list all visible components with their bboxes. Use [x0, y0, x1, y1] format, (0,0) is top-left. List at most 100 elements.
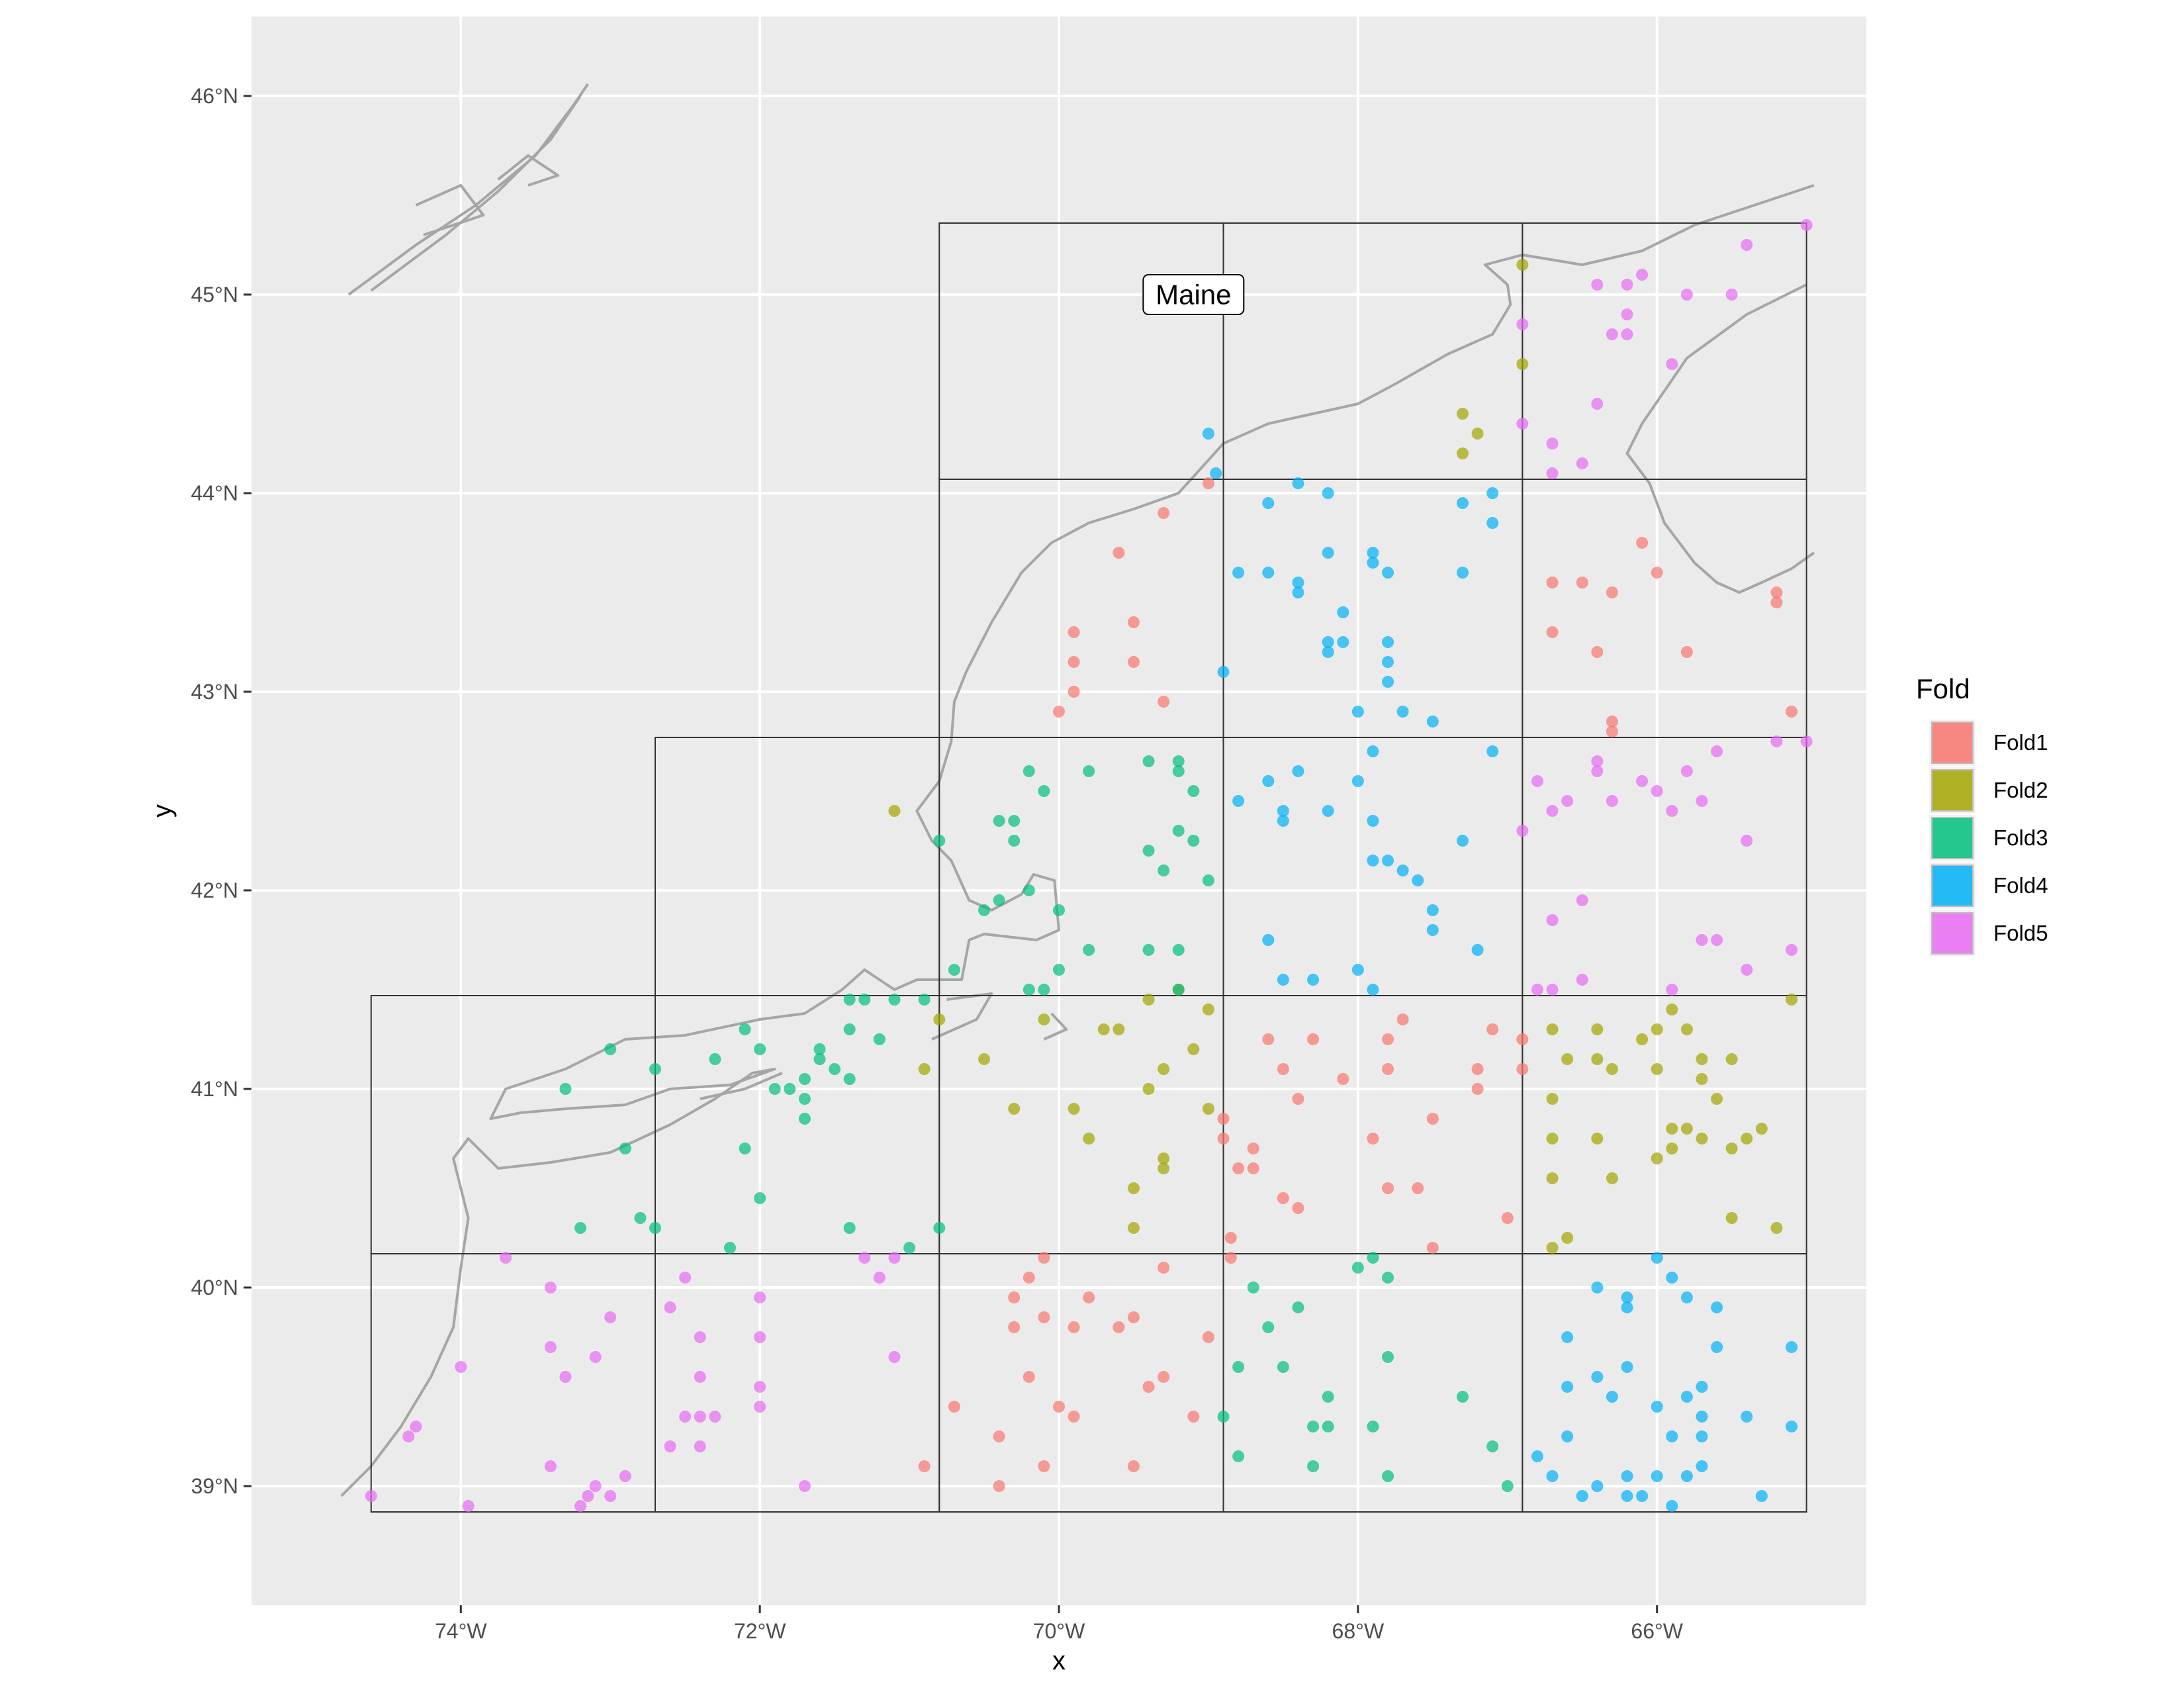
data-point [1486, 1023, 1499, 1035]
data-point [754, 1331, 766, 1343]
data-point [1023, 984, 1035, 996]
data-point [1217, 1411, 1230, 1423]
data-point [1068, 1411, 1080, 1423]
data-point [1680, 1391, 1693, 1403]
data-point [1277, 1063, 1289, 1075]
data-point [1113, 547, 1125, 559]
data-point [1224, 1252, 1237, 1264]
data-point [1621, 279, 1633, 291]
data-point [1696, 1381, 1708, 1393]
data-point [1202, 428, 1214, 440]
y-tick-label: 43°N [191, 680, 239, 704]
data-point [1531, 984, 1543, 996]
data-point [1262, 1033, 1275, 1045]
data-point [1008, 1321, 1021, 1333]
data-point [1068, 626, 1080, 638]
data-point [1038, 785, 1050, 797]
data-point [858, 994, 871, 1006]
data-point [1322, 547, 1334, 559]
data-point [1351, 775, 1364, 787]
data-point [1457, 408, 1469, 420]
spatial-blocks [370, 222, 1807, 1513]
data-point [1711, 745, 1723, 757]
data-point [1426, 1113, 1439, 1125]
data-point [1636, 1033, 1649, 1045]
data-point [1770, 596, 1783, 608]
data-point [1367, 1421, 1379, 1432]
data-point [1337, 636, 1349, 648]
data-point [1680, 1291, 1693, 1303]
data-point [1382, 1470, 1394, 1482]
data-point [1486, 517, 1499, 529]
grid-lines [251, 17, 1866, 1605]
data-point [1501, 1480, 1514, 1492]
data-point [1591, 1023, 1604, 1035]
data-point [1023, 765, 1035, 777]
data-point [1292, 1093, 1304, 1105]
data-point [1651, 1023, 1663, 1035]
data-point [1561, 1430, 1574, 1442]
data-point [1262, 567, 1275, 579]
data-point [1725, 289, 1738, 301]
coastline [415, 184, 485, 236]
data-point [1471, 1083, 1484, 1095]
data-point [1292, 477, 1304, 489]
data-point [1113, 1023, 1125, 1035]
data-point [1262, 775, 1275, 787]
data-point [1038, 1013, 1050, 1025]
data-point [1307, 974, 1320, 986]
data-point [1351, 706, 1364, 718]
coastline [700, 1072, 783, 1100]
data-point [1591, 1282, 1604, 1293]
legend-entries: Fold1 Fold2 Fold3 Fold4 Fold5 [1929, 720, 2048, 957]
data-point [1786, 1341, 1798, 1353]
data-point [694, 1371, 706, 1383]
data-point [1516, 418, 1529, 430]
data-point [888, 994, 901, 1006]
data-point [1351, 1262, 1364, 1274]
data-point [1711, 934, 1723, 946]
data-point [798, 1113, 811, 1125]
coastline [497, 154, 560, 187]
data-point [1696, 1430, 1708, 1442]
legend-label: Fold5 [1993, 921, 2048, 945]
legend-label: Fold2 [1993, 778, 2048, 802]
data-point [1202, 874, 1214, 886]
coastline [1043, 1012, 1068, 1041]
data-point [1546, 914, 1559, 926]
data-point [1068, 1321, 1080, 1333]
data-point [1038, 1311, 1050, 1323]
data-point [843, 994, 856, 1006]
coastline-layer [340, 83, 1815, 1497]
data-point [1711, 1341, 1723, 1353]
data-point [1531, 1450, 1543, 1462]
data-point [1068, 656, 1080, 668]
data-point [1546, 626, 1559, 638]
data-point [1142, 845, 1155, 857]
data-point [1786, 706, 1798, 718]
data-point [1292, 577, 1304, 588]
data-point [1741, 1133, 1753, 1145]
data-point [1741, 239, 1753, 251]
legend-key-swatch [1931, 722, 1974, 764]
data-point [1232, 567, 1245, 579]
data-point [723, 1242, 736, 1254]
data-point [1008, 815, 1021, 827]
data-point [1651, 1252, 1663, 1264]
data-point [1711, 1301, 1723, 1313]
data-point [993, 894, 1005, 906]
data-point [559, 1083, 572, 1095]
data-point [1591, 398, 1604, 410]
data-point [1546, 1242, 1559, 1254]
data-point [664, 1301, 676, 1313]
data-point [559, 1371, 572, 1383]
data-point [500, 1252, 512, 1264]
data-point [1023, 884, 1035, 896]
data-point [948, 964, 960, 976]
data-point [694, 1331, 706, 1343]
data-point [462, 1500, 475, 1512]
data-point [589, 1351, 602, 1363]
data-point [1396, 1013, 1409, 1025]
data-point [1576, 577, 1588, 588]
annotation-label: Maine [1156, 279, 1231, 310]
